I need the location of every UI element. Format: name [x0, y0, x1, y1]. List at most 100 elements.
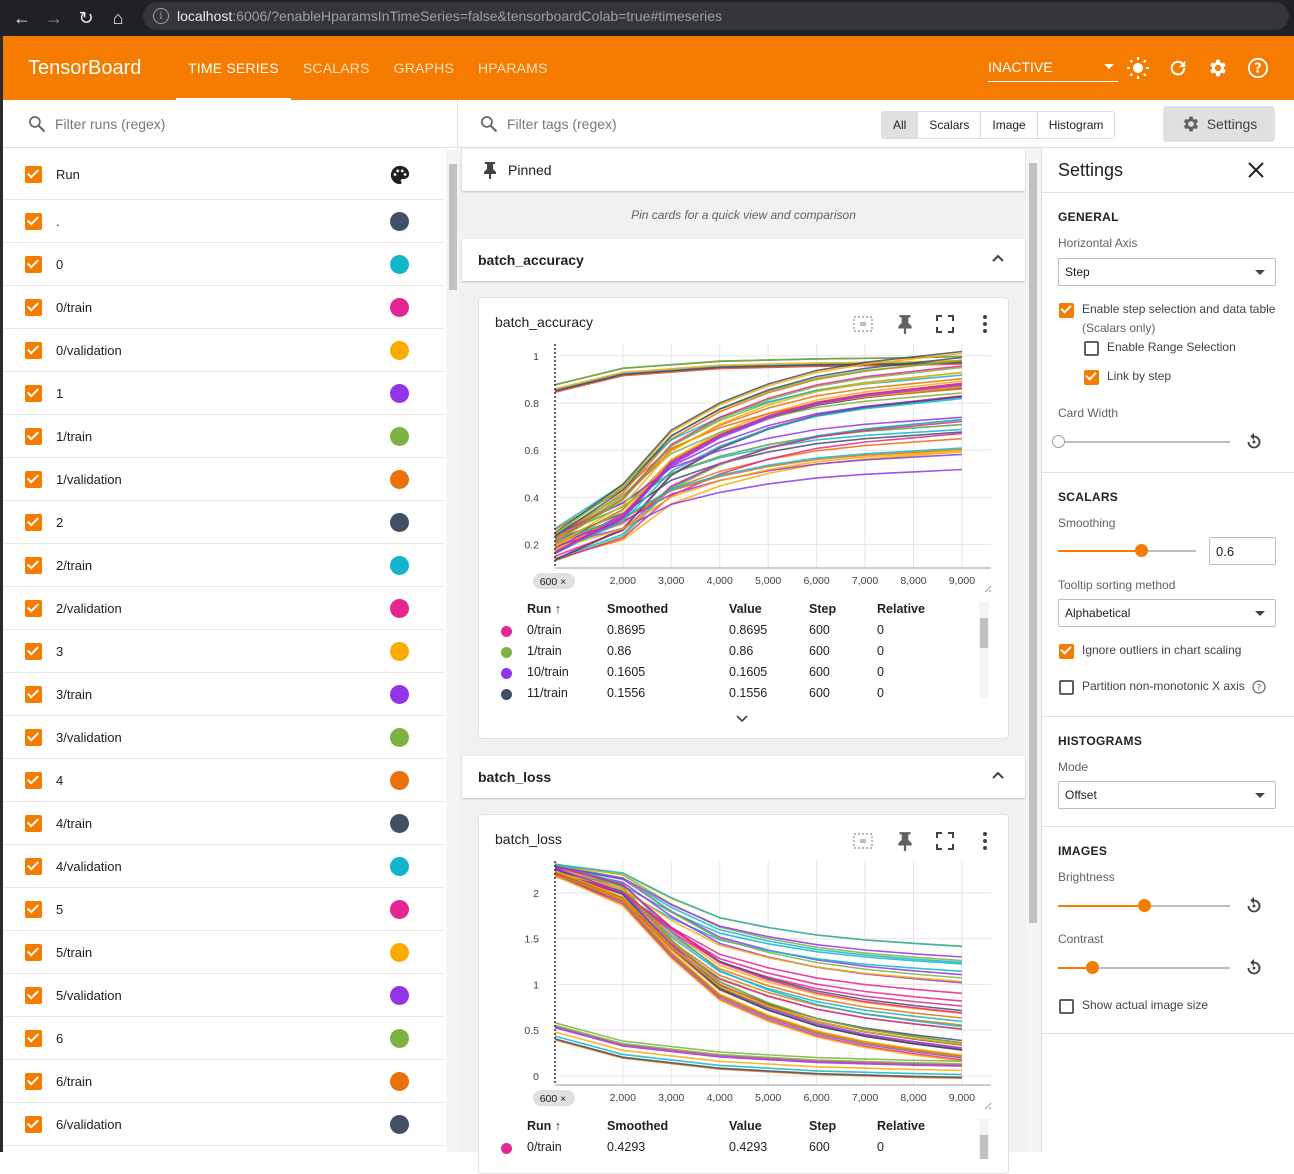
run-color-swatch[interactable]	[390, 297, 409, 317]
fit-domain-icon[interactable]	[853, 314, 873, 334]
run-checkbox[interactable]	[25, 599, 42, 617]
tab-graphs[interactable]: GRAPHS	[393, 60, 454, 76]
run-color-swatch[interactable]	[390, 426, 409, 446]
home-icon[interactable]: ⌂	[112, 7, 124, 28]
run-color-swatch[interactable]	[390, 254, 409, 274]
reload-mode-select[interactable]: INACTIVE	[988, 52, 1118, 82]
run-color-swatch[interactable]	[390, 469, 409, 489]
help-icon[interactable]: ?	[1246, 56, 1270, 80]
run-checkbox[interactable]	[25, 986, 42, 1004]
fullscreen-icon[interactable]	[935, 314, 955, 334]
back-arrow-icon[interactable]: ←	[13, 7, 31, 28]
tab-time-series[interactable]: TIME SERIES	[176, 36, 291, 100]
run-color-swatch[interactable]	[390, 1071, 409, 1091]
chevron-up-icon[interactable]	[991, 768, 1005, 782]
smoothing-slider[interactable]	[1058, 544, 1196, 557]
table-scroll-thumb[interactable]	[980, 618, 988, 648]
group-header-batch-accuracy[interactable]: batch_accuracy	[462, 239, 1025, 281]
filter-tags-input[interactable]: Filter tags (regex)	[507, 115, 617, 132]
run-checkbox[interactable]	[25, 298, 42, 316]
settings-gear-icon[interactable]	[1206, 56, 1230, 80]
accuracy-chart[interactable]: 2,000 3,000 4,000 5,000 6,000 7,000 8,000 9,000…	[479, 338, 1010, 608]
fullscreen-icon[interactable]	[935, 831, 955, 851]
run-checkbox[interactable]	[25, 427, 42, 445]
tooltip-sort-select[interactable]: Alphabetical	[1058, 599, 1276, 627]
run-row[interactable]: 5/validation	[3, 974, 445, 1017]
run-checkbox[interactable]	[25, 728, 42, 746]
address-bar[interactable]: i localhost:6006/?enableHparamsInTimeSer…	[143, 2, 1289, 30]
filter-image-button[interactable]: Image	[980, 112, 1036, 138]
run-row[interactable]: 6/train	[3, 1060, 445, 1103]
run-row[interactable]: 3/validation	[3, 716, 445, 759]
table-header-cell[interactable]: Smoothed	[607, 1119, 669, 1133]
run-row[interactable]: 6	[3, 1017, 445, 1060]
brightness-slider[interactable]	[1058, 899, 1230, 912]
site-info-icon[interactable]: i	[153, 8, 169, 24]
run-color-swatch[interactable]	[390, 942, 409, 962]
run-color-swatch[interactable]	[390, 340, 409, 360]
run-color-swatch[interactable]	[390, 211, 409, 231]
run-color-swatch[interactable]	[390, 856, 409, 876]
table-header-cell[interactable]: Step	[809, 1119, 837, 1133]
reset-icon[interactable]	[1243, 957, 1265, 979]
refresh-icon[interactable]	[1166, 56, 1190, 80]
run-row[interactable]: 0	[3, 243, 445, 286]
table-header-cell[interactable]: Smoothed	[607, 602, 669, 616]
filter-histogram-button[interactable]: Histogram	[1036, 112, 1115, 138]
run-color-swatch[interactable]	[390, 985, 409, 1005]
pin-icon[interactable]	[895, 831, 915, 851]
loss-chart[interactable]: 2,000 3,000 4,000 5,000 6,000 7,000 8,000 9,000…	[479, 855, 1010, 1125]
run-color-swatch[interactable]	[390, 684, 409, 704]
table-header-cell[interactable]: Relative	[877, 602, 925, 616]
card-width-slider[interactable]	[1052, 435, 1230, 448]
run-color-swatch[interactable]	[390, 770, 409, 790]
run-row[interactable]: 0/validation	[3, 329, 445, 372]
actual-size-checkbox[interactable]	[1059, 999, 1074, 1014]
more-vert-icon[interactable]	[975, 831, 995, 851]
run-row[interactable]: 1	[3, 372, 445, 415]
run-row[interactable]: 5/train	[3, 931, 445, 974]
slider-thumb[interactable]	[1052, 435, 1065, 448]
table-header-cell[interactable]: Step	[809, 602, 837, 616]
run-color-swatch[interactable]	[390, 1028, 409, 1048]
run-checkbox[interactable]	[25, 771, 42, 789]
run-row[interactable]: 4/train	[3, 802, 445, 845]
run-checkbox[interactable]	[25, 470, 42, 488]
step-selection-checkbox[interactable]	[1059, 303, 1074, 318]
run-row[interactable]: 2	[3, 501, 445, 544]
run-color-swatch[interactable]	[390, 727, 409, 747]
run-checkbox[interactable]	[25, 212, 42, 230]
select-all-checkbox[interactable]	[25, 166, 42, 183]
table-header-cell[interactable]: Value	[729, 1119, 762, 1133]
table-scrollbar[interactable]	[979, 602, 989, 698]
pin-icon[interactable]	[895, 314, 915, 334]
filter-runs[interactable]: Filter runs (regex)	[3, 100, 457, 148]
histogram-mode-select[interactable]: Offset	[1058, 781, 1276, 809]
run-row[interactable]: 5	[3, 888, 445, 931]
run-color-swatch[interactable]	[390, 813, 409, 833]
run-row[interactable]: .	[3, 200, 445, 243]
run-checkbox[interactable]	[25, 341, 42, 359]
reset-icon[interactable]	[1243, 431, 1265, 453]
runs-scrollbar[interactable]	[446, 150, 460, 1152]
slider-thumb[interactable]	[1138, 899, 1151, 912]
range-selection-checkbox[interactable]	[1084, 341, 1099, 356]
contrast-slider[interactable]	[1058, 961, 1230, 974]
palette-icon[interactable]	[389, 164, 411, 186]
runs-scroll-thumb[interactable]	[449, 164, 457, 290]
run-checkbox[interactable]	[25, 1072, 42, 1090]
reload-icon[interactable]: ↻	[78, 7, 94, 28]
run-color-swatch[interactable]	[390, 598, 409, 618]
run-checkbox[interactable]	[25, 1029, 42, 1047]
filter-all-button[interactable]: All	[882, 112, 918, 138]
partition-x-axis-checkbox[interactable]	[1059, 680, 1074, 695]
run-color-swatch[interactable]	[390, 383, 409, 403]
more-vert-icon[interactable]	[975, 314, 995, 334]
cards-scroll-thumb[interactable]	[1029, 163, 1037, 923]
run-row[interactable]: 4/validation	[3, 845, 445, 888]
run-checkbox[interactable]	[25, 814, 42, 832]
run-checkbox[interactable]	[25, 642, 42, 660]
table-header-cell[interactable]: Run ↑	[527, 602, 562, 616]
run-checkbox[interactable]	[25, 513, 42, 531]
fit-domain-icon[interactable]	[853, 831, 873, 851]
